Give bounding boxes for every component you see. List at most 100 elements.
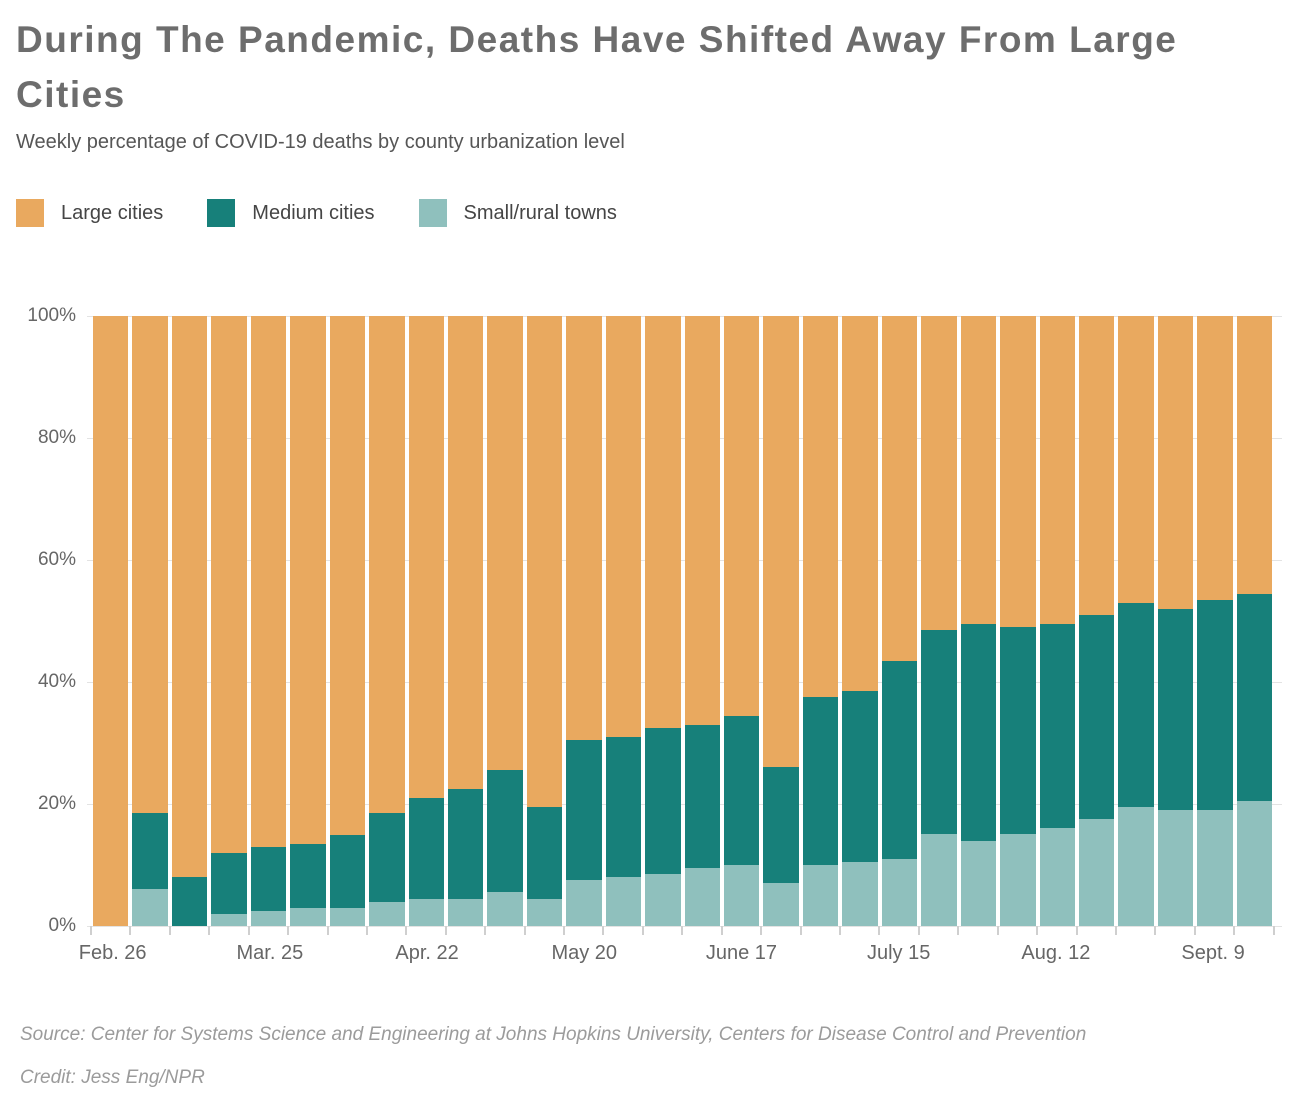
x-axis-tick	[641, 926, 644, 935]
bar-segment-small-rural-towns	[605, 877, 642, 926]
bar-segment-small-rural-towns	[802, 865, 839, 926]
bar-segment-small-rural-towns	[1236, 800, 1273, 926]
x-axis-tick	[799, 926, 802, 935]
bar-segment-medium-cities	[526, 807, 563, 899]
x-axis-tick	[484, 926, 487, 935]
bar-segment-small-rural-towns	[763, 883, 799, 926]
x-axis-label-may-20: May 20	[551, 942, 618, 964]
bar-may-27	[605, 316, 642, 926]
chart-subtitle: Weekly percentage of COVID-19 deaths by …	[16, 131, 625, 153]
source-text: Source: Center for Systems Science and E…	[20, 1024, 1087, 1045]
x-axis-tick	[996, 926, 999, 935]
bar-segment-medium-cities	[921, 630, 957, 835]
legend-swatch-large-cities	[16, 199, 44, 227]
bar-segment-small-rural-towns	[447, 898, 484, 926]
x-axis-tick	[1114, 926, 1117, 935]
gridline-80	[87, 438, 1282, 439]
bar-segment-small-rural-towns	[487, 892, 523, 926]
legend-label-medium-cities: Medium cities	[252, 201, 375, 224]
bar-segment-medium-cities	[1000, 627, 1036, 835]
bar-segment-small-rural-towns	[960, 840, 997, 926]
x-axis-tick	[1272, 926, 1275, 935]
bar-segment-medium-cities	[1236, 593, 1273, 801]
bar-segment-small-rural-towns	[369, 901, 405, 926]
y-axis-label-40: 40%	[37, 671, 76, 692]
bar-segment-medium-cities	[684, 724, 720, 869]
x-axis-tick	[247, 926, 250, 935]
bar-segment-small-rural-towns	[684, 868, 720, 926]
legend-item-medium-cities: Medium cities	[207, 199, 375, 227]
bar-segment-large-cities	[171, 316, 208, 878]
bar-may-13	[526, 316, 563, 926]
x-axis-label-sept-9: Sept. 9	[1181, 942, 1245, 964]
bar-segment-small-rural-towns	[842, 861, 878, 926]
bar-july-15	[881, 316, 918, 926]
gridline-20	[87, 804, 1282, 805]
bar-segment-large-cities	[763, 316, 799, 768]
bar-segment-small-rural-towns	[1078, 819, 1115, 926]
bar-segment-large-cities	[290, 316, 326, 844]
bar-segment-small-rural-towns	[645, 874, 681, 926]
bar-segment-medium-cities	[802, 697, 839, 865]
x-axis-label-july-15: July 15	[866, 942, 931, 964]
x-axis-label-mar-25: Mar. 25	[236, 942, 304, 964]
bar-segment-medium-cities	[132, 813, 168, 890]
x-axis-tick	[326, 926, 329, 935]
x-axis-label-feb-26: Feb. 26	[78, 942, 147, 964]
bar-apr-8	[329, 316, 366, 926]
bar-segment-medium-cities	[724, 715, 760, 865]
bar-segment-medium-cities	[369, 813, 405, 902]
x-axis-tick	[878, 926, 881, 935]
bar-segment-large-cities	[211, 316, 247, 853]
bar-segment-large-cities	[566, 316, 602, 740]
legend-swatch-medium-cities	[207, 199, 236, 227]
bar-segment-large-cities	[921, 316, 957, 631]
x-axis-tick	[917, 926, 920, 935]
gridline-60	[87, 560, 1282, 561]
x-axis-label-apr-22: Apr. 22	[395, 942, 459, 964]
bar-june-24	[763, 316, 799, 926]
legend-label-small-rural: Small/rural towns	[463, 201, 617, 224]
bar-may-20	[566, 316, 602, 926]
x-axis-tick	[1193, 926, 1196, 935]
bar-sept-2	[1157, 316, 1194, 926]
bar-june-10	[684, 316, 720, 926]
bar-segment-small-rural-towns	[724, 864, 760, 926]
bar-july-8	[842, 316, 878, 926]
x-axis-tick	[563, 926, 566, 935]
bar-june-3	[645, 316, 681, 926]
bar-segment-medium-cities	[1118, 602, 1154, 808]
bar-segment-medium-cities	[1157, 608, 1194, 811]
bar-apr-29	[447, 316, 484, 926]
bar-segment-small-rural-towns	[566, 880, 602, 926]
bar-segment-large-cities	[93, 316, 129, 926]
bar-segment-medium-cities	[645, 727, 681, 875]
bar-segment-medium-cities	[1078, 614, 1115, 820]
bar-segment-large-cities	[1039, 316, 1075, 625]
bar-segment-small-rural-towns	[1157, 810, 1194, 926]
bar-segment-large-cities	[487, 316, 523, 771]
y-axis-label-60: 60%	[37, 549, 76, 570]
x-axis-tick	[1036, 926, 1039, 935]
bar-segment-large-cities	[329, 316, 366, 835]
bar-july-1	[802, 316, 839, 926]
bar-segment-large-cities	[684, 316, 720, 725]
x-axis-tick	[681, 926, 684, 935]
x-axis-tick	[1154, 926, 1157, 935]
legend-swatch-small-rural	[418, 199, 447, 227]
bar-segment-large-cities	[408, 316, 444, 798]
bar-sept-16	[1236, 316, 1273, 926]
bar-segment-medium-cities	[290, 843, 326, 908]
x-axis-tick	[405, 926, 408, 935]
bar-apr-22	[408, 316, 444, 926]
bar-segment-large-cities	[1157, 316, 1194, 609]
x-axis-tick	[720, 926, 723, 935]
plot-area: 0% 20% 40% 60% 80% 100% Feb. 26 Mar. 25 Apr. 22 M…	[27, 305, 1282, 964]
x-axis-label-june-17: June 17	[705, 942, 778, 964]
bar-segment-small-rural-towns	[1118, 807, 1154, 926]
bar-aug-19	[1078, 316, 1115, 926]
x-axis-tick	[602, 926, 605, 935]
gridline-0	[87, 926, 1282, 927]
legend-item-small-rural: Small/rural towns	[418, 199, 617, 227]
bar-apr-15	[369, 316, 405, 926]
